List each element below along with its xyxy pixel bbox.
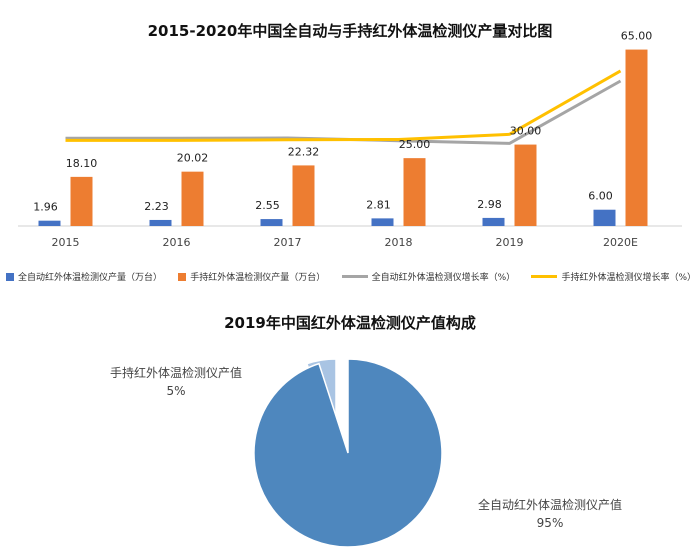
legend-label: 手持红外体温检测仪产量（万台） <box>190 273 326 283</box>
data-label-handheld: 65.00 <box>621 30 653 43</box>
line-handheld-growth <box>65 69 622 142</box>
x-tick-label: 2019 <box>496 236 524 249</box>
data-label-auto: 2.23 <box>144 200 169 213</box>
pie-label-handheld-text: 手持红外体温检测仪产值 <box>110 366 243 380</box>
bar-handheld <box>181 171 204 226</box>
x-tick-label: 2016 <box>163 236 191 249</box>
data-label-auto: 1.96 <box>33 201 58 214</box>
bar-handheld <box>292 165 315 226</box>
legend-label: 全自动红外体温检测仪产量（万台） <box>18 273 163 283</box>
legend-label: 手持红外体温检测仪增长率（%） <box>561 273 696 283</box>
legend-swatch-blue <box>6 272 14 281</box>
pie-label-auto-text: 全自动红外体温检测仪产值 <box>478 498 623 512</box>
bar-handheld <box>625 49 648 227</box>
x-tick-group: 2015 2016 2017 2018 2019 2020E <box>52 236 639 249</box>
data-label-auto: 2.81 <box>366 198 391 211</box>
pie-chart-title: 2019年中国红外体温检测仪产值构成 <box>224 314 476 332</box>
data-label-auto: 2.98 <box>477 198 502 211</box>
legend-item-auto-growth: 全自动红外体温检测仪增长率（%） <box>341 270 516 283</box>
data-label-handheld: 25.00 <box>399 138 431 151</box>
pie-label-auto: 全自动红外体温检测仪产值 95% <box>478 496 622 532</box>
data-label-auto: 2.55 <box>255 199 280 212</box>
line-series-group <box>65 69 622 145</box>
data-label-handheld: 30.00 <box>510 125 542 138</box>
legend-label: 全自动红外体温检测仪增长率（%） <box>371 273 516 283</box>
data-label-handheld: 20.02 <box>177 152 209 165</box>
bar-auto <box>482 217 505 226</box>
x-tick-label: 2018 <box>385 236 413 249</box>
legend-item-handheld-output: 手持红外体温检测仪产量（万台） <box>178 270 325 283</box>
legend-swatch-gray-line <box>341 275 368 278</box>
legend-item-auto-output: 全自动红外体温检测仪产量（万台） <box>6 270 162 283</box>
bar-chart-title: 2015-2020年中国全自动与手持红外体温检测仪产量对比图 <box>147 22 553 40</box>
data-label-handheld: 18.10 <box>66 157 98 170</box>
bar-handheld <box>514 144 537 226</box>
bar-series-group <box>38 49 648 227</box>
legend-swatch-orange <box>178 272 187 281</box>
bar-auto <box>38 220 61 226</box>
legend-item-handheld-growth: 手持红外体温检测仪增长率（%） <box>531 270 696 283</box>
bar-auto <box>149 219 172 226</box>
data-label-group: 1.96 18.10 2.23 20.02 2.55 22.32 2.81 25.00 2.98… <box>33 30 652 214</box>
legend: 全自动红外体温检测仪产量（万台） 手持红外体温检测仪产量（万台） 全自动红外体温… <box>6 270 696 283</box>
pie-group <box>253 358 443 548</box>
pie-label-handheld-pct: 5% <box>166 384 186 398</box>
pie-label-auto-pct: 95% <box>536 516 564 530</box>
data-label-handheld: 22.32 <box>288 145 320 158</box>
bar-auto <box>371 218 394 226</box>
x-tick-label: 2015 <box>52 236 80 249</box>
legend-swatch-yellow-line <box>531 275 558 278</box>
bar-handheld <box>403 158 426 226</box>
data-label-auto: 6.00 <box>588 190 613 203</box>
x-tick-label: 2020E <box>603 236 638 249</box>
bar-auto <box>593 209 616 226</box>
pie-label-handheld: 手持红外体温检测仪产值 5% <box>110 364 242 400</box>
bar-handheld <box>70 176 93 226</box>
pie-slice-auto <box>253 358 443 548</box>
x-tick-label: 2017 <box>274 236 302 249</box>
bar-auto <box>260 219 283 226</box>
